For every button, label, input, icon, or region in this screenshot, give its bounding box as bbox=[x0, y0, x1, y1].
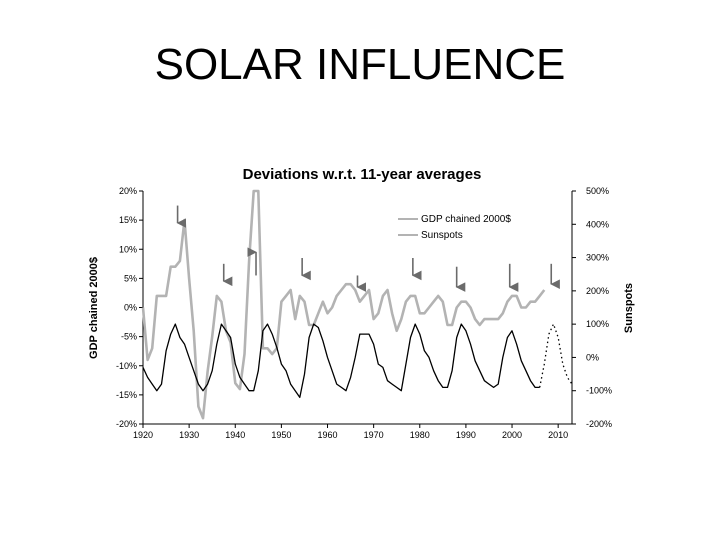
y-tick-label: 10% bbox=[119, 244, 137, 254]
chart-annotations bbox=[176, 205, 560, 292]
y2-tick-label: 400% bbox=[586, 219, 609, 229]
y2-tick-label: 500% bbox=[586, 186, 609, 196]
y2-tick-label: 0% bbox=[586, 352, 599, 362]
y2-tick-label: 300% bbox=[586, 253, 609, 263]
y-tick-label: -20% bbox=[116, 419, 137, 429]
x-tick-label: 1930 bbox=[179, 430, 199, 440]
y-tick-label: -5% bbox=[121, 332, 137, 342]
y2-tick-label: -200% bbox=[586, 419, 612, 429]
y2-tick-label: -100% bbox=[586, 386, 612, 396]
y-tick-label: 20% bbox=[119, 186, 137, 196]
x-tick-label: 1990 bbox=[456, 430, 476, 440]
x-tick-label: 2000 bbox=[502, 430, 522, 440]
y-tick-label: -10% bbox=[116, 361, 137, 371]
legend-label-gdp: GDP chained 2000$ bbox=[421, 214, 511, 225]
series-sunspots-projection-line bbox=[539, 323, 573, 388]
x-tick-label: 1960 bbox=[318, 430, 338, 440]
series-gdp-line bbox=[141, 189, 546, 420]
y2-tick-label: 100% bbox=[586, 319, 609, 329]
x-tick-label: 1920 bbox=[133, 430, 153, 440]
chart-axes: 20% 15% 10% 5% 0% -5% -10% -15% -20% 500% 400% 300%… bbox=[116, 186, 612, 440]
chart-title: Deviations w.r.t. 11-year averages bbox=[243, 166, 482, 183]
y-tick-label: -15% bbox=[116, 390, 137, 400]
y-tick-label: 15% bbox=[119, 215, 137, 225]
legend-label-sunspots: Sunspots bbox=[421, 230, 463, 241]
chart-legend: GDP chained 2000$ Sunspots bbox=[398, 214, 511, 241]
slide-title: SOLAR INFLUENCE bbox=[154, 40, 566, 89]
y-axis-title: GDP chained 2000$ bbox=[88, 257, 100, 359]
x-tick-label: 1970 bbox=[364, 430, 384, 440]
y-tick-label: 5% bbox=[124, 273, 137, 283]
x-tick-label: 1940 bbox=[225, 430, 245, 440]
x-tick-label: 1950 bbox=[271, 430, 291, 440]
y-tick-label: 0% bbox=[124, 303, 137, 313]
x-tick-label: 2010 bbox=[548, 430, 568, 440]
y2-tick-label: 200% bbox=[586, 286, 609, 296]
y2-axis-title: Sunspots bbox=[623, 283, 635, 333]
series-sunspots-line bbox=[142, 323, 540, 399]
chart-series bbox=[141, 189, 573, 420]
x-tick-label: 1980 bbox=[410, 430, 430, 440]
